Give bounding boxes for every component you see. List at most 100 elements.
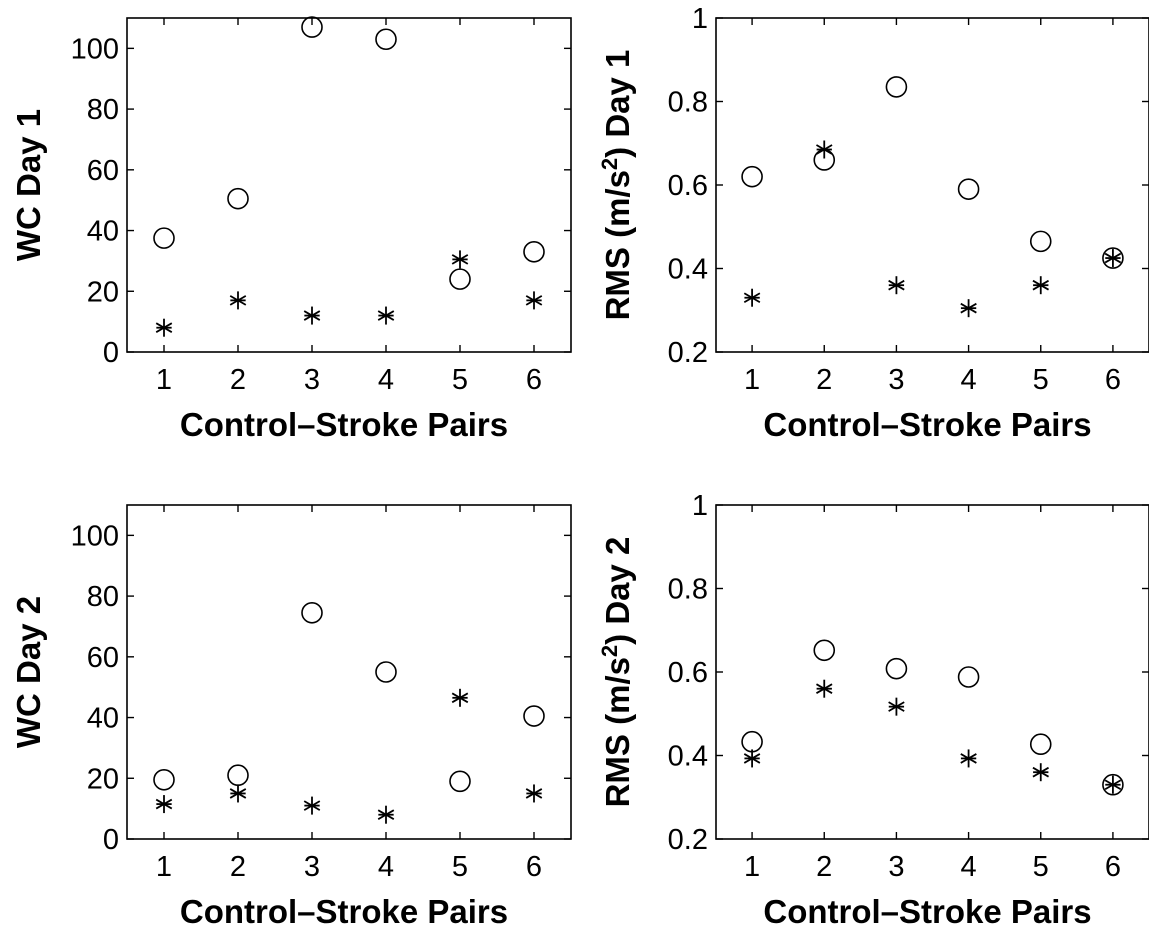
data-point-circle bbox=[301, 16, 323, 38]
data-point-asterisk bbox=[816, 140, 833, 159]
x-tick-label: 5 bbox=[452, 364, 468, 396]
data-point-asterisk bbox=[155, 795, 173, 814]
data-point-asterisk bbox=[229, 291, 247, 310]
data-point-asterisk bbox=[377, 306, 395, 325]
x-tick-label: 3 bbox=[888, 851, 904, 883]
axes-frame bbox=[715, 17, 1149, 353]
data-point-circle bbox=[301, 601, 323, 624]
data-point-asterisk bbox=[303, 306, 321, 325]
x-tick-label: 6 bbox=[1105, 364, 1121, 396]
y-tick-label: 20 bbox=[87, 276, 119, 308]
data-point-asterisk bbox=[451, 250, 469, 269]
y-axis-title: RMS (m/s2) Day 2 bbox=[597, 537, 637, 808]
y-tick-label: 0 bbox=[103, 824, 119, 856]
data-point-asterisk bbox=[888, 276, 905, 295]
x-tick-label: 4 bbox=[961, 851, 977, 883]
y-tick-label: 100 bbox=[71, 33, 119, 65]
data-point-asterisk bbox=[960, 749, 977, 768]
y-tick-label: 100 bbox=[71, 520, 119, 552]
data-point-circle bbox=[813, 639, 836, 662]
data-point-circle bbox=[153, 768, 175, 791]
x-axis-title: Control–Stroke Pairs bbox=[180, 406, 508, 443]
data-point-circle bbox=[1102, 773, 1124, 796]
y-tick-label: 20 bbox=[87, 763, 119, 795]
data-point-circle bbox=[227, 187, 249, 210]
data-point-circle bbox=[741, 730, 763, 753]
axes-frame bbox=[126, 17, 572, 353]
x-tick-label: 2 bbox=[816, 851, 832, 883]
y-tick-label: 0 bbox=[103, 337, 119, 369]
data-point-circle bbox=[741, 165, 763, 188]
x-tick-label: 3 bbox=[304, 364, 320, 396]
y-tick-label: 0.4 bbox=[668, 741, 708, 773]
x-tick-label: 2 bbox=[230, 364, 246, 396]
data-point-asterisk bbox=[743, 288, 761, 307]
data-point-asterisk bbox=[155, 318, 173, 337]
data-point-asterisk bbox=[1104, 775, 1122, 794]
data-point-circle bbox=[449, 770, 471, 793]
data-point-asterisk bbox=[229, 784, 247, 803]
data-point-circle bbox=[1102, 247, 1124, 269]
data-point-circle bbox=[375, 28, 397, 51]
y-axis-title: WC Day 2 bbox=[10, 596, 47, 748]
y-tick-label: 0.6 bbox=[668, 657, 708, 689]
x-tick-label: 1 bbox=[156, 851, 172, 883]
data-point-circle bbox=[523, 241, 545, 263]
data-point-circle bbox=[153, 227, 175, 249]
data-point-asterisk bbox=[525, 291, 543, 310]
y-tick-label: 40 bbox=[87, 703, 119, 735]
x-tick-label: 2 bbox=[816, 364, 832, 396]
x-tick-label: 4 bbox=[961, 364, 977, 396]
data-point-asterisk bbox=[1032, 276, 1049, 295]
data-point-circle bbox=[957, 666, 980, 688]
x-tick-label: 6 bbox=[1105, 851, 1121, 883]
data-point-asterisk bbox=[1032, 763, 1049, 782]
data-point-circle bbox=[885, 657, 908, 680]
y-tick-label: 40 bbox=[87, 216, 119, 248]
data-point-circle bbox=[375, 661, 397, 683]
y-tick-label: 80 bbox=[87, 94, 119, 126]
x-axis-title: Control–Stroke Pairs bbox=[763, 406, 1091, 443]
x-tick-label: 5 bbox=[1033, 851, 1049, 883]
data-point-asterisk bbox=[816, 679, 833, 698]
data-point-asterisk bbox=[743, 749, 761, 768]
x-tick-label: 6 bbox=[526, 851, 542, 883]
y-tick-label: 60 bbox=[87, 642, 119, 674]
data-point-asterisk bbox=[1104, 249, 1122, 268]
x-tick-label: 5 bbox=[452, 851, 468, 883]
data-point-circle bbox=[957, 178, 980, 200]
x-tick-label: 3 bbox=[304, 851, 320, 883]
data-point-circle bbox=[523, 705, 545, 727]
data-point-circle bbox=[449, 268, 471, 290]
data-point-asterisk bbox=[303, 796, 321, 815]
x-tick-label: 5 bbox=[1033, 364, 1049, 396]
y-tick-label: 1 bbox=[692, 3, 708, 35]
x-tick-label: 1 bbox=[744, 364, 760, 396]
axes-frame bbox=[715, 504, 1149, 840]
x-tick-label: 6 bbox=[526, 364, 542, 396]
y-tick-label: 60 bbox=[87, 155, 119, 187]
y-tick-label: 0.4 bbox=[668, 254, 708, 286]
x-tick-label: 4 bbox=[378, 364, 394, 396]
data-point-circle bbox=[885, 76, 908, 98]
x-tick-label: 4 bbox=[378, 851, 394, 883]
y-tick-label: 1 bbox=[692, 490, 708, 522]
data-point-asterisk bbox=[377, 805, 395, 824]
data-point-circle bbox=[227, 764, 249, 787]
x-tick-label: 1 bbox=[744, 851, 760, 883]
y-axis-title: WC Day 1 bbox=[10, 109, 47, 261]
x-tick-label: 2 bbox=[230, 851, 246, 883]
x-axis-title: Control–Stroke Pairs bbox=[180, 893, 508, 926]
data-point-asterisk bbox=[451, 688, 469, 707]
data-point-asterisk bbox=[888, 697, 905, 716]
y-tick-label: 0.8 bbox=[668, 574, 708, 606]
y-tick-label: 0.6 bbox=[668, 170, 708, 202]
y-tick-label: 0.2 bbox=[668, 337, 708, 369]
y-tick-label: 80 bbox=[87, 581, 119, 613]
axes-frame bbox=[126, 504, 572, 840]
